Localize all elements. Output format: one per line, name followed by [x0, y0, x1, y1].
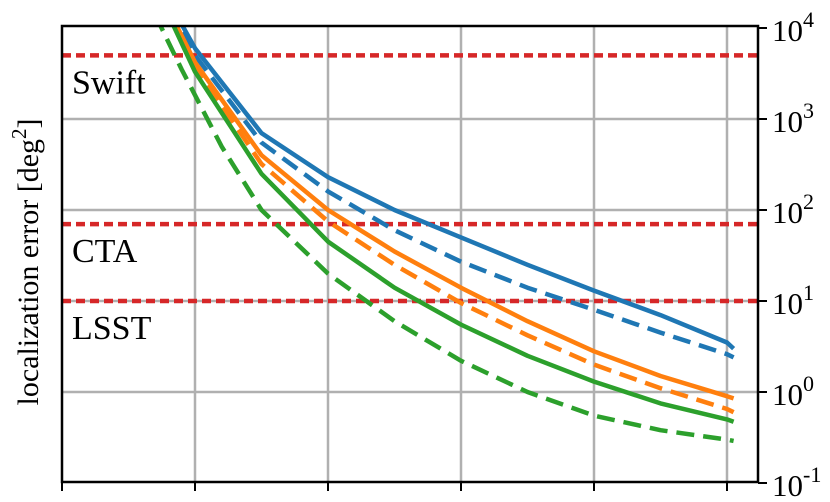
threshold-labels: Swift CTA LSST: [72, 64, 152, 347]
y-tick-label-1: 100: [772, 371, 814, 412]
threshold-label-lsst: LSST: [72, 310, 152, 347]
y-tick-label-0: 10-1: [772, 462, 821, 502]
grid: [62, 26, 758, 482]
plot-frame: [60, 24, 760, 484]
y-axis-label: localization error [deg2]: [7, 118, 45, 405]
threshold-lines: [62, 53, 758, 304]
series-lines: [158, 26, 736, 444]
y-tick-label-3: 102: [772, 189, 814, 230]
series-line-4: [171, 26, 735, 424]
y-tick-label-2: 101: [772, 280, 814, 321]
axes-box: [60, 24, 760, 484]
series-line-2: [174, 26, 735, 401]
y-tick-label-4: 103: [772, 98, 814, 139]
y-tick-label-5: 104: [772, 7, 814, 48]
series-line-3: [171, 26, 735, 415]
threshold-label-swift: Swift: [72, 64, 146, 101]
series-line-0: [180, 26, 736, 351]
threshold-label-cta: CTA: [72, 233, 138, 270]
tick-marks: [61, 27, 767, 491]
y-tick-labels: 10-1 100 101 102 103 104: [772, 7, 821, 502]
series-line-5: [158, 26, 735, 444]
series-line-1: [175, 26, 735, 360]
